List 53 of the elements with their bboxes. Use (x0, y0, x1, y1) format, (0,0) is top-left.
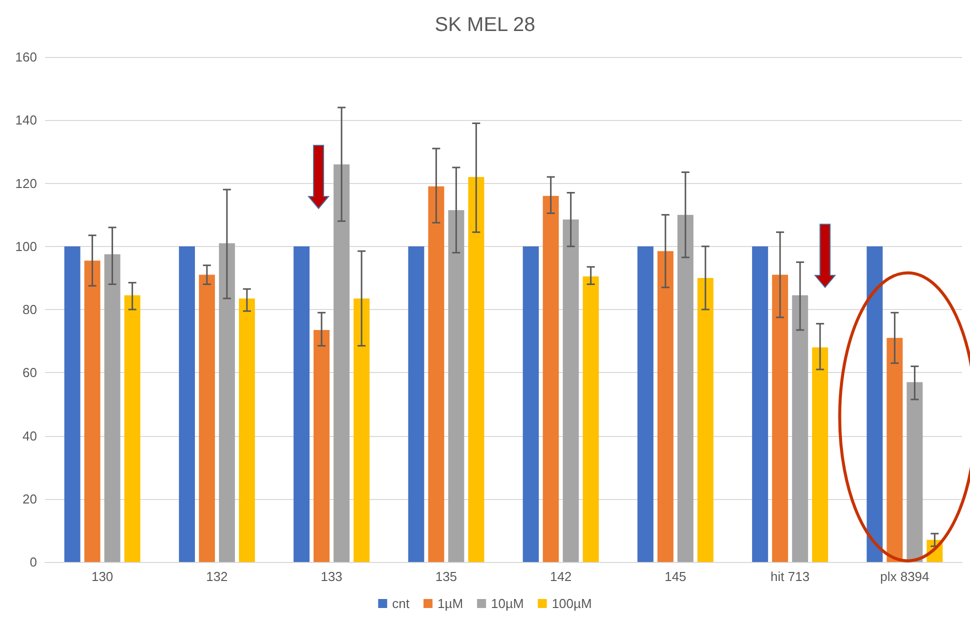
x-tick-label: 142 (550, 569, 572, 584)
bar (886, 338, 903, 562)
bar (124, 295, 140, 562)
bar (812, 347, 828, 562)
bar (334, 164, 350, 562)
bar (104, 254, 120, 562)
bar (772, 274, 788, 562)
y-tick-label: 140 (15, 112, 37, 128)
bar (542, 196, 559, 562)
bar (906, 382, 923, 562)
legend-label: 100µM (552, 596, 592, 611)
bar (178, 246, 195, 562)
bar (522, 246, 539, 562)
bar (198, 274, 215, 562)
y-tick-label: 60 (22, 365, 37, 380)
x-tick-label: 145 (664, 569, 686, 584)
y-tick-label: 0 (30, 554, 37, 570)
bar (428, 186, 444, 562)
bar (468, 176, 484, 562)
x-tick-label: 130 (91, 569, 114, 584)
y-tick-label: 120 (15, 176, 37, 191)
bar (697, 278, 714, 562)
x-tick-label: plx 8394 (880, 569, 930, 584)
bar (84, 260, 100, 562)
bar (238, 298, 255, 562)
y-tick-label: 40 (22, 428, 37, 444)
bar (562, 220, 579, 562)
bar (448, 210, 464, 562)
chart-title: SK MEL 28 (434, 14, 536, 36)
x-tick-label: 135 (435, 569, 458, 584)
x-tick-label: 132 (206, 569, 228, 584)
x-tick-label: hit 713 (770, 569, 810, 584)
y-tick-label: 80 (22, 302, 37, 317)
legend-label: 10µM (491, 596, 524, 611)
x-tick-label: 133 (320, 569, 342, 584)
bar (866, 246, 883, 562)
bar (354, 298, 370, 562)
bar (218, 243, 235, 562)
bar (677, 214, 694, 562)
bar (582, 276, 599, 562)
bar (64, 246, 80, 562)
legend-label: 1µM (438, 596, 464, 611)
y-tick-label: 160 (15, 50, 37, 64)
y-tick-label: 100 (15, 238, 37, 254)
bar (408, 246, 424, 562)
y-tick-label: 20 (22, 491, 37, 506)
bar (294, 246, 310, 562)
bar (752, 246, 768, 562)
bar (314, 330, 330, 562)
legend-label: cnt (392, 596, 410, 611)
bar (792, 295, 808, 562)
bar (637, 246, 654, 562)
bar (657, 251, 674, 562)
